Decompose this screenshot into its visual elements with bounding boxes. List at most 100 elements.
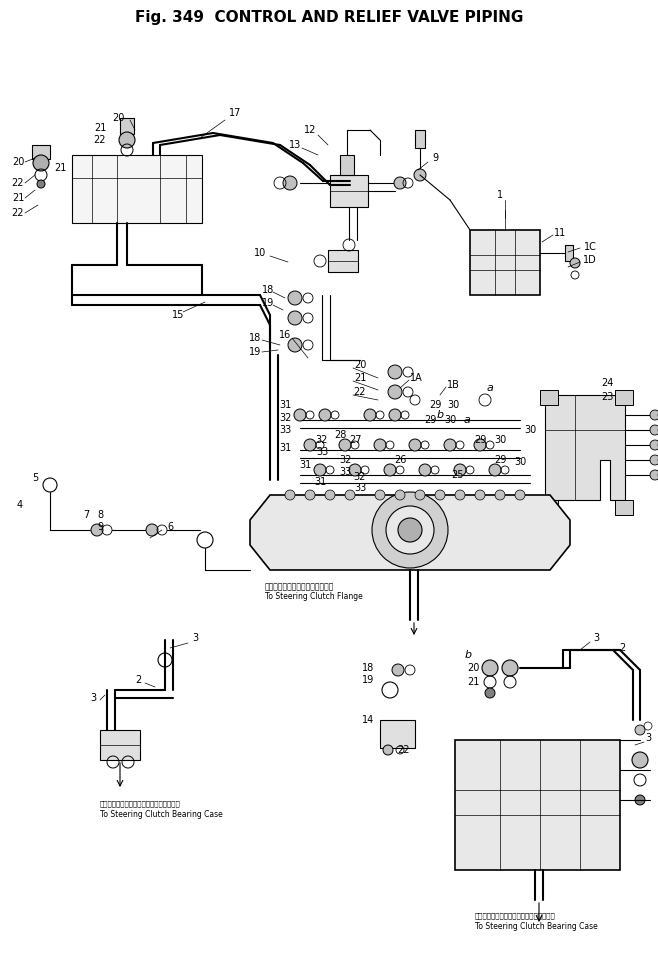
Circle shape [388,385,402,399]
Text: 28: 28 [334,430,346,440]
Circle shape [288,291,302,305]
Circle shape [33,155,49,171]
Circle shape [119,132,135,148]
Circle shape [395,490,405,500]
Text: 23: 23 [601,392,613,402]
Text: 30: 30 [524,425,536,435]
Circle shape [386,506,434,554]
Text: 18: 18 [249,333,261,343]
Text: 1D: 1D [583,255,597,265]
Text: ステアリングクラッチベアリングケースへ: ステアリングクラッチベアリングケースへ [475,912,556,919]
Circle shape [383,745,393,755]
Text: 20: 20 [354,360,367,370]
Text: 3: 3 [593,633,599,643]
Text: 31: 31 [279,443,291,453]
Circle shape [339,439,351,451]
Text: 19: 19 [249,347,261,357]
Text: 33: 33 [316,447,328,457]
Polygon shape [545,395,625,500]
Circle shape [305,490,315,500]
Text: 2: 2 [135,675,141,685]
Bar [340,155,354,175]
Text: 16: 16 [279,330,291,340]
Text: 3: 3 [645,733,651,743]
Bar [72,155,202,223]
Text: 1B: 1B [447,380,459,390]
Text: 14: 14 [362,715,374,725]
Circle shape [475,490,485,500]
Text: 8: 8 [97,510,103,520]
Text: 13: 13 [289,140,301,150]
Text: 20: 20 [112,113,124,123]
Text: 29: 29 [429,400,441,410]
Text: ステアリングクラッチフランジへ: ステアリングクラッチフランジへ [265,582,334,591]
Circle shape [632,752,648,768]
Circle shape [650,440,658,450]
Text: b: b [436,410,443,420]
Text: 29: 29 [494,455,506,465]
Text: 25: 25 [451,470,463,480]
Text: 10: 10 [254,248,266,258]
Circle shape [389,409,401,421]
Text: b: b [465,650,472,660]
Text: 30: 30 [444,415,456,425]
Circle shape [294,409,306,421]
Text: 19: 19 [362,675,374,685]
Circle shape [394,177,406,189]
Text: a: a [464,415,470,425]
Text: 1A: 1A [410,373,422,383]
Bar [380,720,415,748]
Text: 15: 15 [172,310,184,320]
Text: a: a [486,383,494,393]
Text: 31: 31 [314,477,326,487]
Text: 31: 31 [279,400,291,410]
Circle shape [419,464,431,476]
Circle shape [349,464,361,476]
Text: 32: 32 [339,455,351,465]
Text: 6: 6 [167,522,173,532]
Text: 29: 29 [424,415,436,425]
Bar [615,390,633,405]
Circle shape [502,660,518,676]
Text: 1: 1 [497,190,503,200]
Circle shape [372,492,448,568]
Text: 19: 19 [262,298,274,308]
Bar [328,250,358,272]
Text: 9: 9 [97,522,103,532]
Circle shape [288,311,302,325]
Bar [415,130,425,148]
Text: 26: 26 [393,455,406,465]
Circle shape [435,490,445,500]
Text: ステアリングクラッチベアリングケースへ: ステアリングクラッチベアリングケースへ [100,800,181,807]
Text: 17: 17 [229,108,241,118]
Text: To Steering Clutch Bearing Case: To Steering Clutch Bearing Case [475,922,597,931]
Circle shape [304,439,316,451]
Circle shape [319,409,331,421]
Text: 30: 30 [494,435,506,445]
Text: 22: 22 [12,208,24,218]
Circle shape [485,688,495,698]
Text: 20: 20 [467,663,479,673]
Circle shape [414,169,426,181]
Text: 20: 20 [12,157,24,167]
Text: 21: 21 [467,677,479,687]
Text: 30: 30 [447,400,459,410]
Text: 33: 33 [354,483,366,493]
Text: 32: 32 [354,472,367,482]
Text: 29: 29 [474,435,486,445]
Text: 21: 21 [354,373,367,383]
Circle shape [455,490,465,500]
Circle shape [392,664,404,676]
Circle shape [345,490,355,500]
Text: 18: 18 [262,285,274,295]
Text: 22: 22 [93,135,106,145]
Text: 32: 32 [316,435,328,445]
Text: To Steering Clutch Bearing Case: To Steering Clutch Bearing Case [100,810,223,819]
Text: 33: 33 [339,467,351,477]
Circle shape [515,490,525,500]
Text: 22: 22 [397,745,409,755]
Bar [32,145,50,159]
Text: 1C: 1C [584,242,596,252]
Bar [100,730,140,760]
Circle shape [650,410,658,420]
